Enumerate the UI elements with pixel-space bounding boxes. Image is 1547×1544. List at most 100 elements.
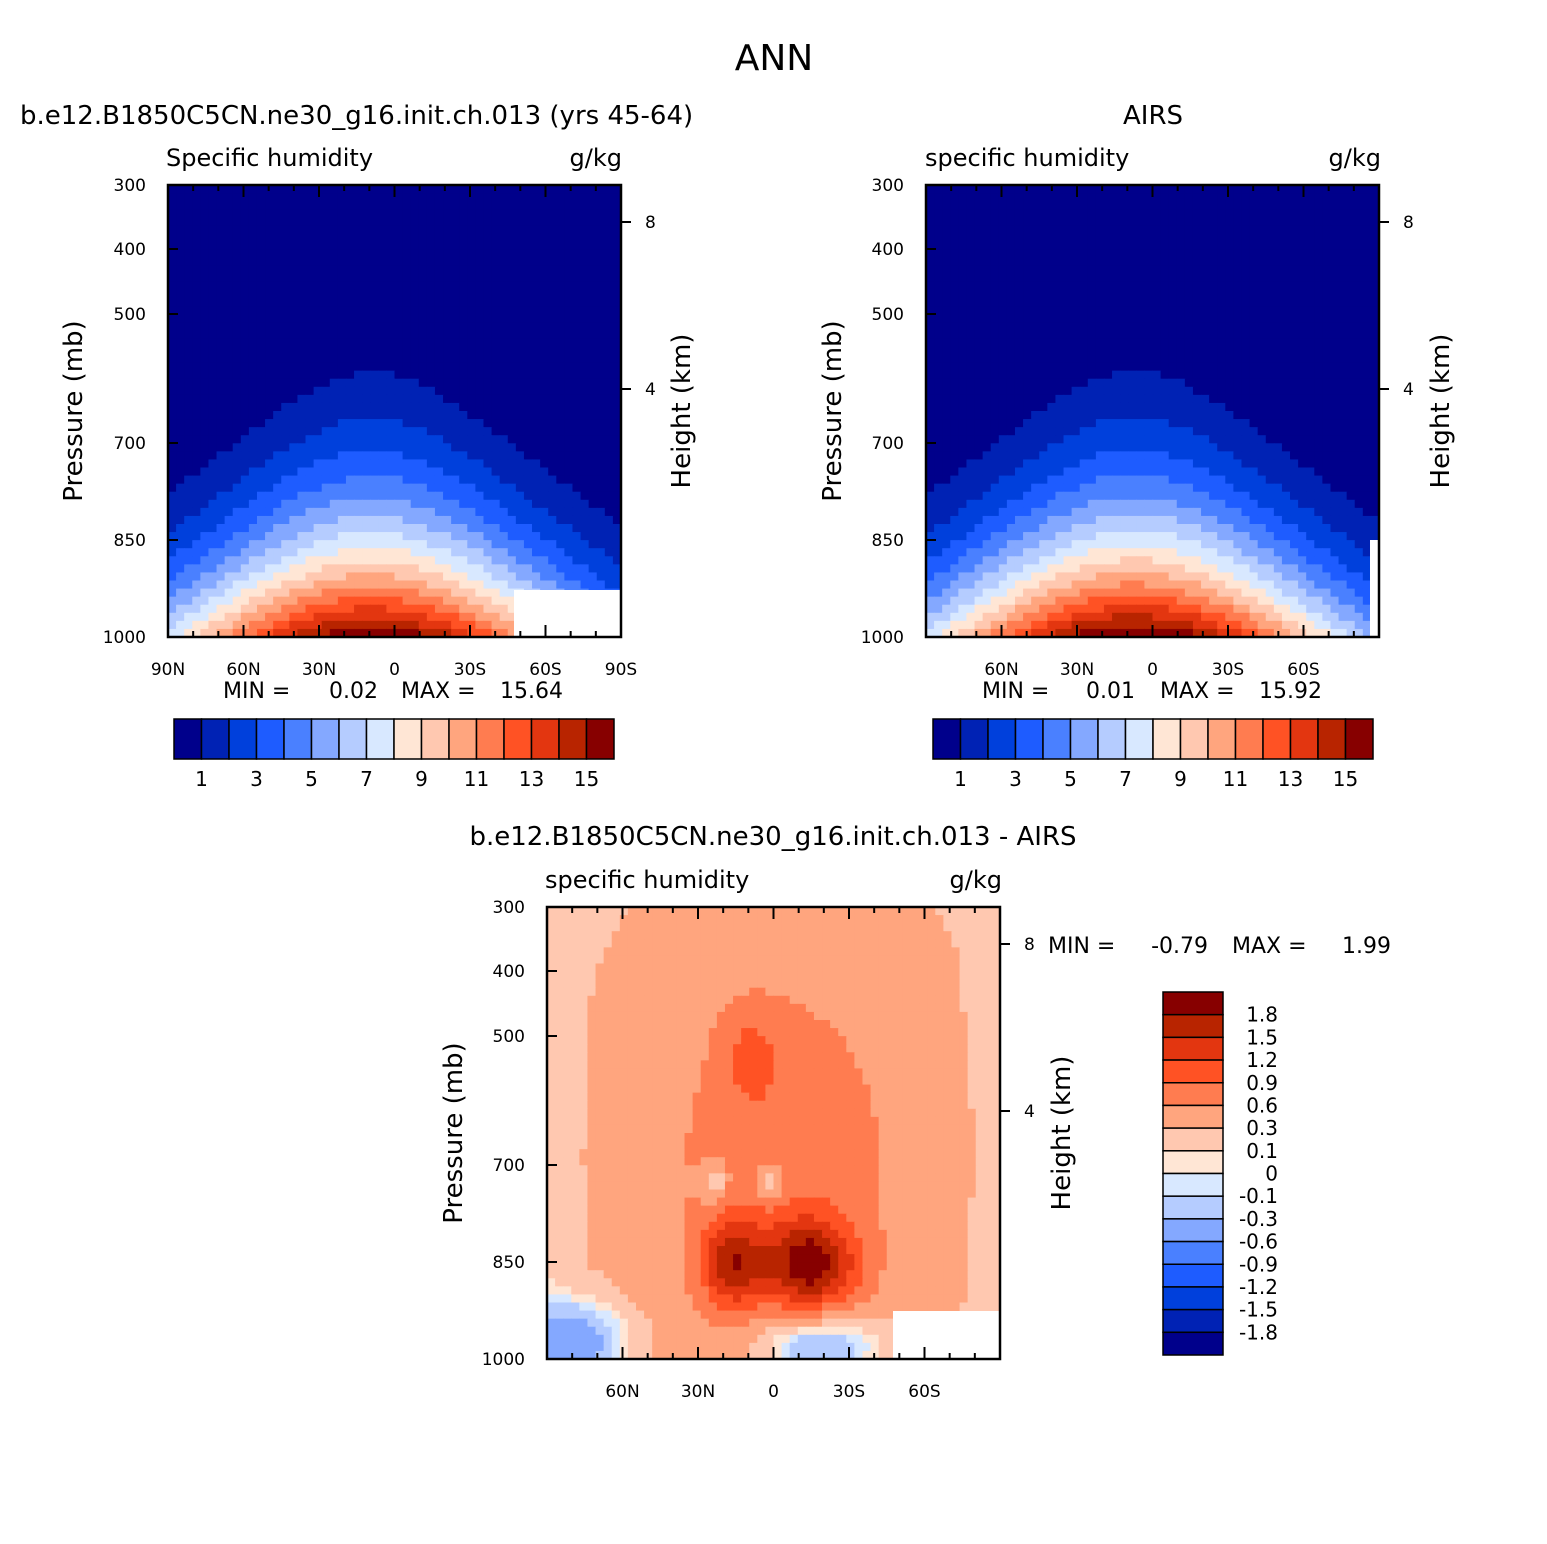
panel-airs-cell [1249,411,1259,420]
panel-model-cell [604,556,614,565]
panel-airs-cell [1168,338,1178,348]
panel-airs-cell [1330,201,1340,210]
panel-airs-cell [1087,225,1097,235]
panel-model-cell [248,451,258,461]
panel-model-cell [337,419,347,428]
panel-airs-cell [1144,354,1154,364]
panel-model-cell [556,201,565,210]
panel-airs-cell [1322,322,1332,331]
panel-model-cell [507,306,517,315]
panel-airs-cell [974,233,984,243]
panel-model-cell [564,330,574,339]
panel-airs-cell [1265,289,1275,299]
panel-model-cell [313,265,323,275]
panel-model-cell [459,217,468,226]
panel-airs-cell [950,193,959,202]
panel-model-cell [386,249,396,259]
panel-airs-cell [990,217,1000,226]
panel-model-cell [402,225,412,235]
panel-model-cell [256,289,266,299]
panel-model-cell [184,233,193,243]
panel-airs-cell [1023,330,1032,339]
panel-model-cell [580,386,590,396]
panel-model-cell [394,435,404,444]
panel-model-cell [467,394,476,404]
panel-model-cell [564,459,574,469]
panel-model-cell [386,620,396,630]
panel-airs-cell [1031,298,1040,307]
panel-model-cell [354,588,363,598]
panel-airs: AIRS specific humidity g/kg 300400500700… [818,101,1456,791]
panel-model-cell [588,499,598,509]
panel-model-cell [394,596,404,606]
panel-model-cell [273,185,282,194]
panel-airs-cell [1006,289,1016,299]
panel-airs-cell [1047,378,1057,388]
panel-airs-cell [998,402,1008,412]
panel-model-cell [289,491,299,501]
panel-airs-cell [1338,362,1348,372]
panel-model-cell [362,265,371,275]
panel-airs-cell [1112,193,1121,202]
panel-airs-cell [1184,346,1194,356]
panel-airs-cell [942,289,951,299]
panel-model-cell [370,467,379,477]
panel-airs-cell [1039,362,1048,372]
panel-airs-cell [942,427,951,436]
panel-model-cell [321,314,331,323]
panel-airs-cell [974,394,984,404]
panel-model-cell [232,524,242,533]
panel-model-cell [265,419,274,428]
panel-model-cell [184,378,193,388]
panel-model-cell [362,532,371,541]
panel-model-cell [200,193,210,202]
panel-model-cell [216,628,226,638]
panel-model-cell [273,402,282,412]
panel-airs-cell [958,201,968,210]
panel-model-cell [548,322,557,331]
panel-airs-cell [1071,233,1081,243]
panel-airs-cell [1354,289,1364,299]
panel-model-cell [426,394,436,404]
panel-model-cell [313,201,323,210]
panel-model-cell [394,378,404,388]
panel-model-cell [240,459,250,469]
panel-model-cell [305,451,315,461]
panel-model-cell [515,515,525,525]
panel-airs-cell [934,427,943,436]
panel-airs-cell [1176,394,1186,404]
panel-model-cell [378,548,388,557]
panel-model-colorbar-label: 9 [415,767,428,791]
panel-model-cell [475,281,485,291]
panel-airs-cell [926,241,935,251]
panel-airs-cell [966,201,976,210]
panel-airs-cell [950,427,959,436]
panel-airs-cell [1014,265,1024,275]
panel-model-cell [337,265,347,275]
panel-airs-cell [1136,265,1146,275]
panel-model-cell [434,241,444,251]
panel-airs-cell [926,306,935,315]
panel-airs-cell [1330,322,1340,331]
panel-model-cell [273,588,282,598]
panel-model-cell [200,322,210,331]
panel-model-cell [224,265,234,275]
panel-airs-cell [958,354,968,364]
panel-model-cell [507,572,517,582]
panel-model-cell [523,394,533,404]
panel-model-cell [184,483,193,493]
panel-model-cell [580,483,590,493]
panel-airs-cell [1039,427,1048,436]
panel-model-cell [612,443,622,452]
panel-model-cell [281,564,290,574]
panel-airs-cell [1128,209,1137,218]
panel-model-cell [596,378,606,388]
panel-model-cell [507,419,517,428]
panel-model-cell [507,548,517,557]
panel-model-cell [491,362,501,372]
panel-model-cell [232,507,242,517]
panel-airs-cell [942,322,951,331]
panel-airs-cell [1192,322,1202,331]
panel-model-cell [572,257,582,267]
panel-model-cell [443,524,452,533]
